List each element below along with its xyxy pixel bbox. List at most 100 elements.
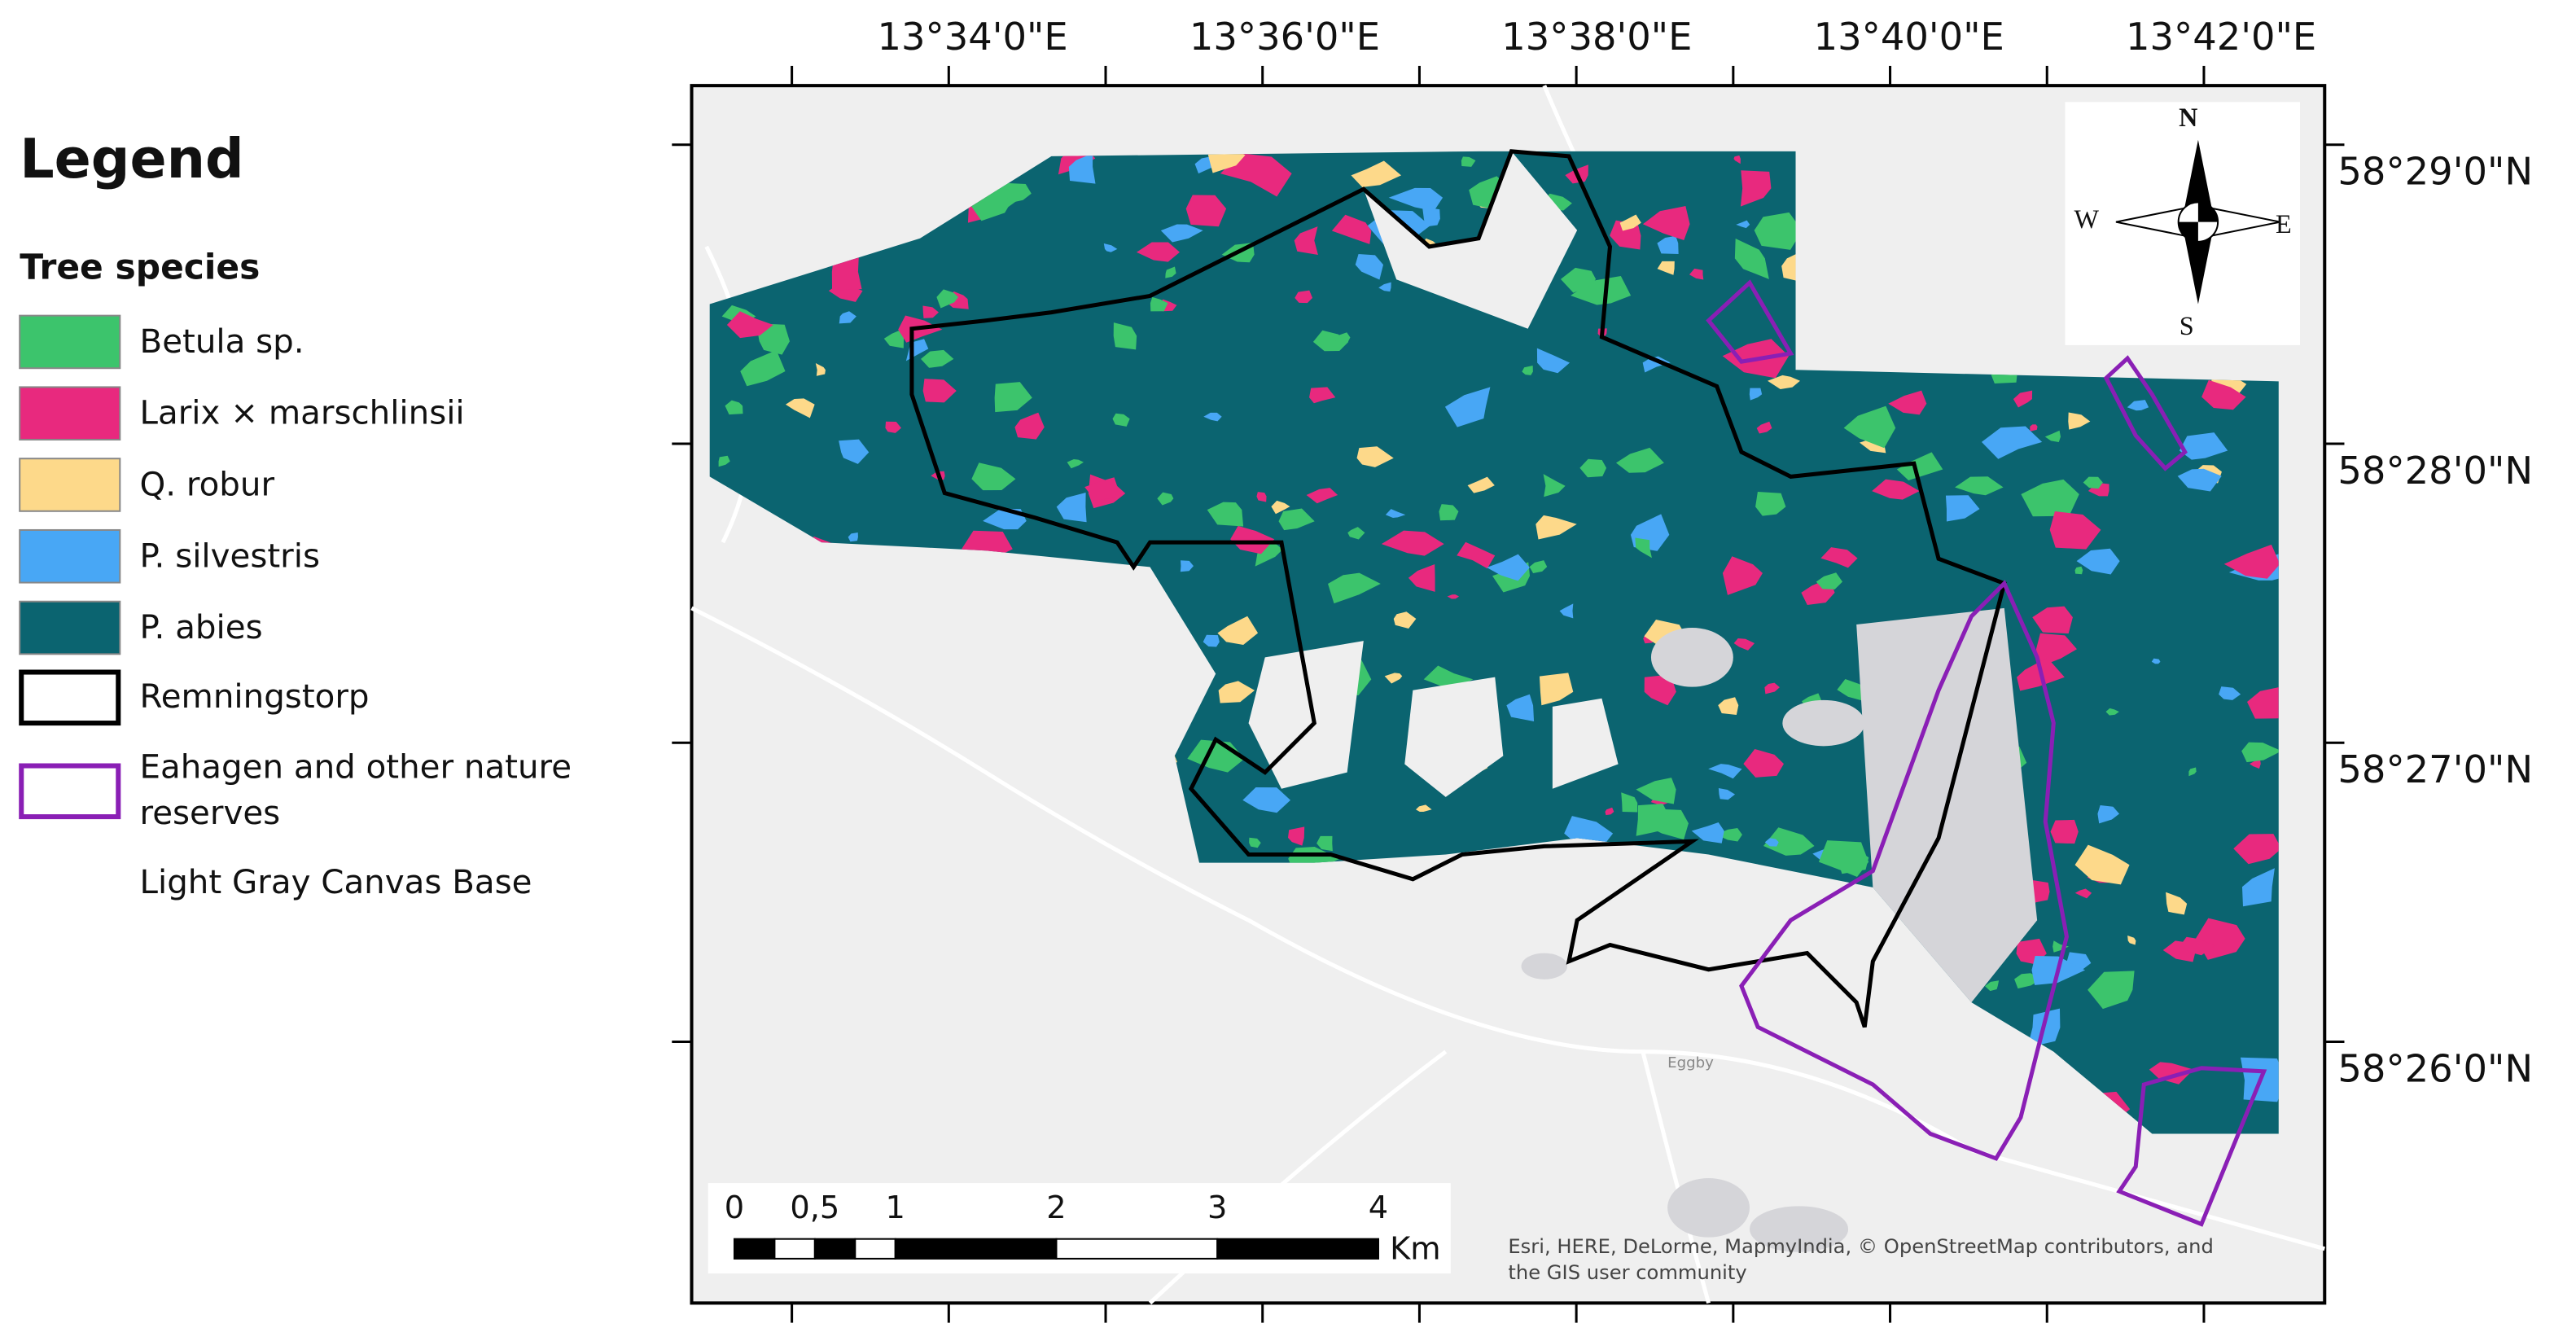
legend-label: Remningstorp	[140, 677, 370, 716]
legend-label: Light Gray Canvas Base	[140, 863, 532, 901]
species-patch	[2052, 940, 2070, 953]
species-patch	[2013, 390, 2033, 408]
species-patch	[2044, 430, 2061, 443]
species-patch	[1536, 348, 1571, 374]
species-patch	[1207, 502, 1244, 527]
legend-group-title: Tree species	[20, 248, 260, 287]
species-patch	[1749, 388, 1763, 401]
species-patch	[1506, 694, 1535, 722]
species-patch	[1384, 673, 1403, 684]
species-patch	[922, 305, 940, 318]
reserve-outline	[1739, 580, 2070, 1161]
species-patch	[1816, 572, 1843, 589]
species-patch	[1381, 530, 1444, 556]
species-patch	[1378, 282, 1391, 292]
species-patch	[1536, 515, 1577, 540]
compass: N E S W	[2065, 102, 2300, 345]
species-patch	[2074, 566, 2083, 575]
graticule-ticks	[672, 65, 2345, 1323]
scale-segment	[1055, 1238, 1219, 1260]
species-patch	[2097, 804, 2120, 824]
species-patch	[1157, 492, 1174, 506]
species-patch	[1635, 537, 1652, 559]
species-patch	[1256, 492, 1267, 502]
lake	[1782, 699, 1865, 747]
species-patch	[2083, 476, 2103, 489]
species-patch	[1621, 792, 1638, 813]
species-patch	[1763, 827, 1815, 856]
legend-swatch	[19, 763, 121, 820]
species-patch	[2068, 412, 2091, 430]
species-patch	[2247, 686, 2279, 719]
legend-label: Betula sp.	[140, 322, 304, 361]
longitude-label: 13°36'0"E	[1189, 15, 1380, 59]
scale-label: 1	[886, 1190, 905, 1226]
species-patch	[2240, 1057, 2279, 1102]
species-patch	[2127, 400, 2149, 411]
species-patch	[1955, 476, 2004, 496]
species-patch	[1981, 426, 2043, 459]
species-patch	[740, 350, 786, 387]
species-patch	[1316, 835, 1333, 852]
species-patch	[1743, 748, 1784, 778]
species-patch	[971, 462, 1016, 491]
species-patch	[2177, 468, 2222, 492]
species-patch	[718, 455, 730, 467]
species-patch	[2241, 742, 2279, 763]
species-patch	[2088, 971, 2135, 1010]
species-patch	[1487, 554, 1530, 581]
species-patch	[1764, 838, 1779, 847]
legend-label: Eahagen and other nature reserves	[140, 748, 572, 832]
legend-swatch	[19, 669, 121, 726]
species-patch	[1113, 322, 1137, 350]
species-patch	[2031, 879, 2050, 904]
species-patch	[1543, 474, 1566, 497]
species-patch	[1220, 153, 1292, 197]
species-patch	[1642, 206, 1690, 241]
species-patch	[1644, 674, 1676, 706]
species-patch	[2188, 767, 2197, 777]
species-patch	[1615, 447, 1664, 473]
species-patch	[1112, 413, 1130, 427]
species-patch	[1005, 183, 1032, 204]
legend-swatch	[19, 528, 121, 584]
species-patch	[885, 421, 901, 433]
species-patch	[785, 398, 815, 419]
species-patch	[2127, 935, 2136, 945]
scale-segment	[854, 1238, 896, 1260]
species-patch	[1754, 212, 1803, 250]
species-patch	[1356, 446, 1394, 467]
species-patch	[1560, 267, 1597, 293]
legend: Legend Tree species Betula sp. Larix × ma…	[19, 127, 572, 901]
species-patch	[2050, 819, 2079, 844]
legend-label: P. silvestris	[140, 537, 320, 575]
species-patch	[839, 439, 870, 464]
species-patch	[1207, 151, 1246, 173]
species-patch	[1755, 491, 1786, 516]
longitude-label: 13°34'0"E	[877, 15, 1067, 59]
species-patch	[1843, 405, 1896, 449]
legend-label: Q. robur	[140, 466, 275, 504]
species-patch	[1288, 826, 1305, 846]
species-patch	[1559, 603, 1574, 619]
species-patch	[922, 379, 957, 403]
species-patch	[1740, 170, 1772, 207]
species-patch	[2076, 548, 2120, 575]
species-patch	[1764, 682, 1780, 695]
scale-unit: Km	[1390, 1230, 1440, 1267]
species-patch	[2074, 888, 2092, 899]
species-patch	[725, 400, 743, 415]
species-patch	[936, 289, 959, 309]
species-patch	[1467, 476, 1495, 493]
species-patch	[1393, 611, 1417, 629]
remningstorp-outline	[909, 149, 2007, 1028]
compass-e: E	[2276, 209, 2292, 239]
species-patch	[1984, 980, 2000, 992]
lake	[1521, 953, 1568, 979]
species-patch	[1689, 268, 1704, 280]
scale-label: 4	[1369, 1190, 1388, 1226]
species-patch	[1945, 495, 1980, 522]
species-patch	[1218, 681, 1255, 703]
species-patch	[1619, 214, 1641, 231]
